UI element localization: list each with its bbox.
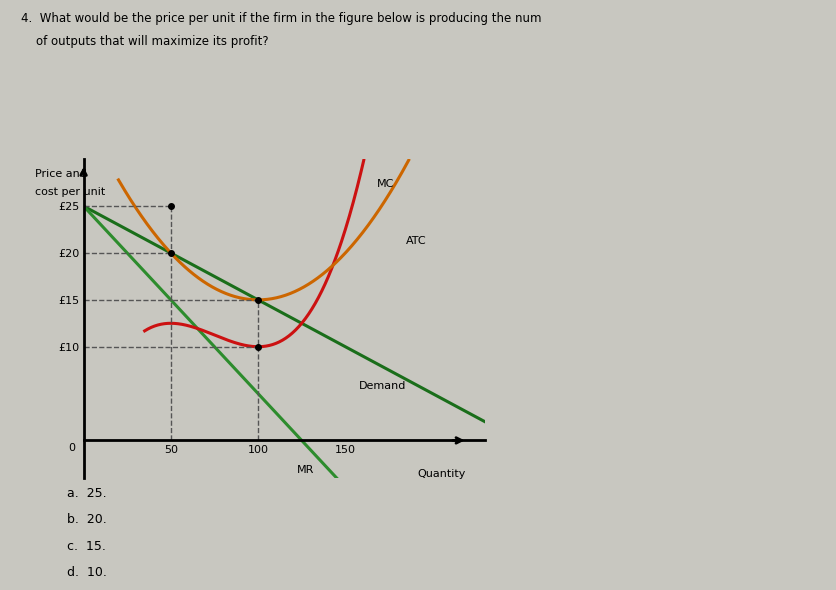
Text: of outputs that will maximize its profit?: of outputs that will maximize its profit… (21, 35, 268, 48)
Text: cost per unit: cost per unit (35, 188, 105, 198)
Text: MC: MC (377, 179, 394, 189)
Text: Quantity: Quantity (417, 468, 466, 478)
Text: c.  15.: c. 15. (67, 540, 106, 553)
Text: MR: MR (297, 465, 314, 475)
Text: Demand: Demand (359, 381, 406, 391)
Text: Price and: Price and (35, 169, 87, 179)
Text: 4.  What would be the price per unit if the firm in the figure below is producin: 4. What would be the price per unit if t… (21, 12, 542, 25)
Text: ATC: ATC (406, 235, 427, 245)
Text: b.  20.: b. 20. (67, 513, 107, 526)
Text: 0: 0 (68, 443, 75, 453)
Text: a.  25.: a. 25. (67, 487, 106, 500)
Text: d.  10.: d. 10. (67, 566, 107, 579)
